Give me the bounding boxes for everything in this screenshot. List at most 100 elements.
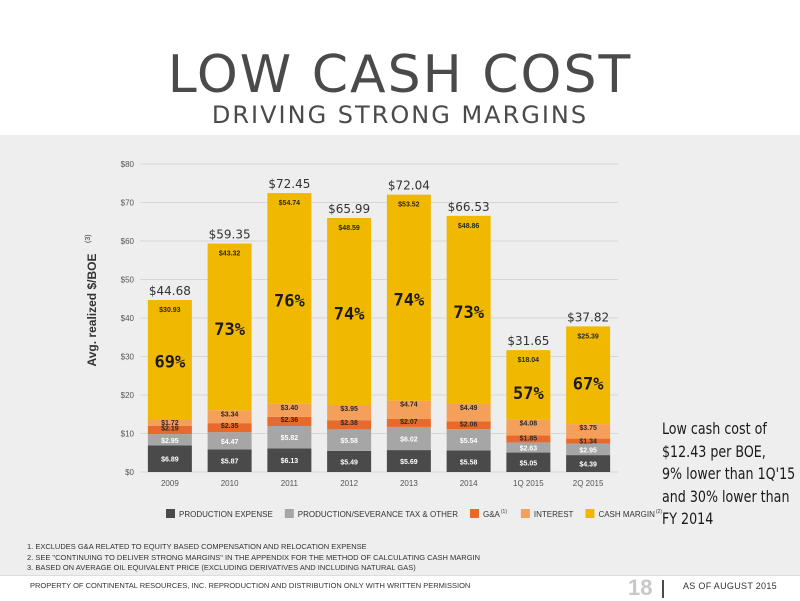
bar-total-label: $66.53	[448, 200, 490, 214]
page-subtitle: DRIVING STRONG MARGINS	[211, 101, 589, 129]
legend-swatch	[585, 509, 595, 518]
x-tick-label: 1Q 2015	[513, 479, 544, 488]
margin-percent-label: 76%	[274, 291, 305, 311]
segment-value-label: $4.74	[400, 402, 418, 409]
y-tick-label: $60	[121, 237, 135, 246]
bar-total-label: $37.82	[567, 310, 609, 324]
bar-segment	[506, 442, 551, 453]
bar-segment	[207, 449, 252, 472]
segment-value-label: $5.82	[281, 435, 299, 442]
margin-percent-label: 67%	[573, 374, 604, 394]
segment-value-label: $54.74	[279, 200, 301, 207]
segment-value-label: $5.49	[340, 459, 358, 466]
segment-value-label: $2.19	[161, 426, 179, 433]
footer	[0, 575, 800, 601]
bar-segment	[147, 425, 192, 435]
segment-value-label: $4.49	[460, 405, 478, 412]
bar-segment	[446, 450, 491, 472]
segment-value-label: $2.95	[579, 447, 597, 454]
bar-segment	[327, 429, 372, 451]
bar-segment	[506, 435, 551, 443]
top-band	[0, 0, 800, 40]
y-axis-label: Avg. realized $/BOE	[85, 254, 99, 367]
bar-segment	[506, 419, 551, 436]
footnote: 2. SEE "CONTINUING TO DELIVER STRONG MAR…	[27, 552, 481, 562]
bar-segment	[267, 425, 312, 449]
segment-value-label: $5.58	[340, 438, 358, 445]
x-tick-label: 2013	[400, 479, 418, 488]
legend-label-superscript: (1)	[501, 509, 507, 515]
margin-percent-label: 74%	[394, 291, 425, 311]
bar-segment	[386, 194, 431, 401]
y-tick-label: $0	[125, 468, 134, 477]
bar-total-label: $44.68	[149, 284, 191, 298]
bar-segment	[327, 450, 372, 472]
segment-value-label: $3.95	[340, 406, 358, 413]
segment-value-label: $4.47	[221, 439, 239, 446]
legend-swatch	[166, 509, 175, 518]
bar-segment	[386, 450, 431, 472]
segment-value-label: $2.63	[520, 445, 538, 452]
segment-value-label: $25.39	[577, 333, 599, 340]
x-tick-label: 2014	[460, 479, 478, 488]
segment-value-label: $18.04	[518, 357, 540, 364]
footnote: 3. BASED ON AVERAGE OIL EQUIVALENT PRICE…	[27, 563, 416, 572]
bar-total-label: $59.35	[209, 228, 251, 242]
footer-divider	[662, 580, 664, 598]
bar-segment	[446, 215, 491, 404]
callout-line: and 30% lower than	[662, 486, 790, 506]
bar-segment	[207, 410, 252, 424]
callout-line: FY 2014	[662, 509, 714, 528]
y-tick-label: $10	[121, 430, 135, 439]
segment-value-label: $48.86	[458, 223, 480, 230]
segment-value-label: $3.34	[221, 411, 239, 418]
bar-segment	[566, 424, 611, 439]
y-axis-label-superscript: (3)	[85, 234, 92, 243]
bar-segment	[207, 243, 252, 411]
footnote: 1. EXCLUDES G&A RELATED TO EQUITY BASED …	[27, 542, 367, 551]
bar-segment	[566, 455, 611, 472]
segment-value-label: $30.93	[159, 307, 181, 314]
bar-segment	[386, 426, 431, 451]
segment-value-label: $2.95	[161, 438, 179, 445]
legend-swatch	[469, 509, 479, 518]
margin-percent-label: 74%	[334, 304, 365, 324]
y-tick-label: $80	[121, 160, 135, 169]
bar-total-label: $65.99	[328, 202, 370, 216]
bar-segment	[207, 432, 252, 450]
bar-segment	[386, 400, 431, 419]
page-number: 18	[628, 575, 653, 600]
legend-label: G&A	[483, 510, 501, 519]
bar-segment	[566, 326, 611, 425]
x-tick-label: 2009	[161, 479, 179, 488]
callout-line: $12.43 per BOE,	[662, 441, 766, 461]
bar-segment	[267, 416, 312, 426]
legend-label-superscript: (2)	[656, 509, 662, 515]
cash-cost-callout: Low cash cost of $12.43 per BOE, 9% lowe…	[662, 418, 796, 531]
segment-value-label: $6.89	[161, 457, 179, 464]
segment-value-label: $2.35	[221, 423, 239, 430]
x-tick-label: 2010	[221, 479, 239, 488]
bar-segment	[147, 299, 192, 420]
bar-segment	[386, 418, 431, 427]
segment-value-label: $5.87	[221, 459, 239, 466]
bar-segment	[147, 419, 192, 426]
bar-segment	[327, 420, 372, 430]
segment-value-label: $43.32	[219, 251, 241, 258]
callout-line: 9% lower than 1Q'15	[662, 464, 796, 483]
segment-value-label: $5.05	[520, 460, 538, 467]
segment-value-label: $5.54	[460, 438, 478, 445]
segment-value-label: $2.07	[400, 419, 418, 426]
header	[0, 40, 800, 135]
bar-segment	[327, 405, 372, 421]
y-tick-label: $30	[121, 353, 135, 362]
x-tick-label: 2Q 2015	[573, 479, 604, 488]
bar-segment	[446, 429, 491, 451]
y-tick-label: $70	[121, 199, 135, 208]
legend-swatch	[520, 509, 530, 518]
bar-segment	[446, 421, 491, 430]
bar-segment	[267, 193, 312, 404]
footnotes: 1. EXCLUDES G&A RELATED TO EQUITY BASED …	[27, 542, 480, 574]
legend-label: INTEREST	[534, 510, 574, 519]
bar-segment	[147, 445, 192, 472]
